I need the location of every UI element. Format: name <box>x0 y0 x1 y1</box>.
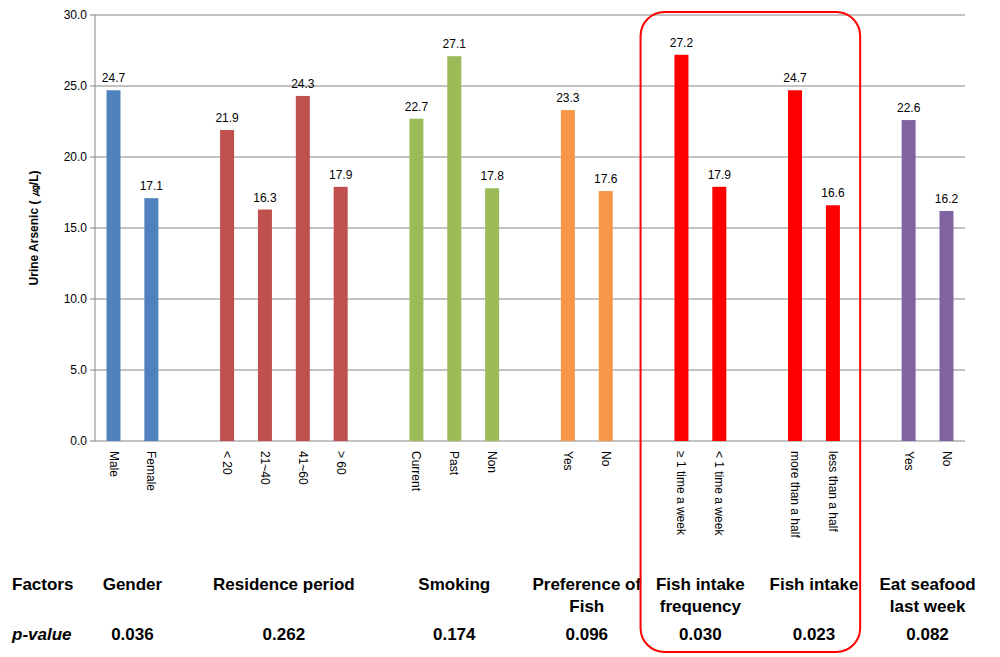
data-label: 17.8 <box>480 169 504 183</box>
data-label: 27.2 <box>670 36 694 50</box>
data-label: 17.9 <box>329 168 353 182</box>
category-label: less than a half <box>826 451 840 532</box>
category-label: Non <box>485 451 499 473</box>
bar <box>258 210 272 441</box>
row-header: p-value <box>11 625 72 644</box>
tick-label: 0.0 <box>70 434 87 448</box>
bar <box>674 55 688 441</box>
data-label: 23.3 <box>556 91 580 105</box>
bar <box>826 205 840 441</box>
data-label: 16.6 <box>821 186 845 200</box>
p-value: 0.174 <box>433 625 476 644</box>
category-label: < 1 time a week <box>712 451 726 536</box>
tick-label: 20.0 <box>64 150 88 164</box>
bar <box>485 188 499 441</box>
factor-label: Fish intake <box>656 575 745 594</box>
bar <box>599 191 613 441</box>
data-label: 24.3 <box>291 77 315 91</box>
data-label: 17.1 <box>140 179 164 193</box>
tick-label: 15.0 <box>64 221 88 235</box>
tick <box>90 441 95 442</box>
factor-label: Smoking <box>418 575 490 594</box>
factor-label: Eat seafood <box>879 575 975 594</box>
category-label: > 60 <box>334 451 348 475</box>
category-label: Male <box>107 451 121 477</box>
tick-label: 25.0 <box>64 79 88 93</box>
bar <box>296 96 310 441</box>
category-label: Yes <box>902 451 916 471</box>
tick <box>90 299 95 300</box>
bar <box>144 198 158 441</box>
tick-label: 5.0 <box>70 363 87 377</box>
p-value: 0.030 <box>679 625 722 644</box>
factor-label: last week <box>890 597 966 616</box>
p-value: 0.262 <box>263 625 306 644</box>
category-label: ≥ 1 time a week <box>674 451 688 536</box>
highlight-box <box>641 12 861 652</box>
data-label: 22.6 <box>897 101 921 115</box>
bar <box>409 119 423 441</box>
data-label: 17.9 <box>708 168 732 182</box>
category-label: 21~40 <box>258 451 272 485</box>
tick <box>90 86 95 87</box>
factor-label: frequency <box>660 597 742 616</box>
category-label: Yes <box>561 451 575 471</box>
tick <box>90 370 95 371</box>
p-value: 0.023 <box>793 625 836 644</box>
category-label: No <box>599 451 613 467</box>
tick-label: 10.0 <box>64 292 88 306</box>
data-label: 27.1 <box>443 37 467 51</box>
tick-label: 30.0 <box>64 8 88 22</box>
data-label: 21.9 <box>215 111 239 125</box>
bar <box>902 120 916 441</box>
category-label: Past <box>447 451 461 476</box>
category-label: 41~60 <box>296 451 310 485</box>
bar <box>107 90 121 441</box>
chart: 0.0 5.0 10.0 15.0 20.0 25.0 30.0 Urine Arsenic … <box>0 0 1000 657</box>
category-label: more than a half <box>788 451 802 538</box>
data-label: 22.7 <box>405 100 429 114</box>
p-value: 0.082 <box>906 625 949 644</box>
factor-label: Preference of <box>532 575 641 594</box>
data-label: 17.6 <box>594 172 618 186</box>
factor-label: Gender <box>103 575 163 594</box>
bar <box>447 56 461 441</box>
p-value: 0.096 <box>566 625 609 644</box>
category-label: No <box>940 451 954 467</box>
tick <box>90 228 95 229</box>
bar <box>220 130 234 441</box>
factor-label: Residence period <box>213 575 355 594</box>
bar <box>712 187 726 441</box>
p-value: 0.036 <box>111 625 154 644</box>
bar <box>334 187 348 441</box>
tick <box>90 15 95 16</box>
bars <box>107 55 954 441</box>
bar <box>940 211 954 441</box>
tick <box>90 157 95 158</box>
y-axis <box>95 15 96 441</box>
data-label: 24.7 <box>102 71 126 85</box>
factor-label: Fish <box>569 597 604 616</box>
category-label: < 20 <box>220 451 234 475</box>
data-label: 16.2 <box>935 192 959 206</box>
bar <box>561 110 575 441</box>
grid-line <box>95 15 965 16</box>
bar <box>788 90 802 441</box>
factor-label: Fish intake <box>770 575 859 594</box>
data-label: 16.3 <box>253 191 277 205</box>
category-label: Female <box>144 451 158 491</box>
data-label: 24.7 <box>783 71 807 85</box>
category-label: Current <box>409 451 423 492</box>
row-header: Factors <box>12 575 73 594</box>
grid-line <box>95 86 965 87</box>
y-axis-label: Urine Arsenic ( ㎍/L) <box>27 171 41 286</box>
